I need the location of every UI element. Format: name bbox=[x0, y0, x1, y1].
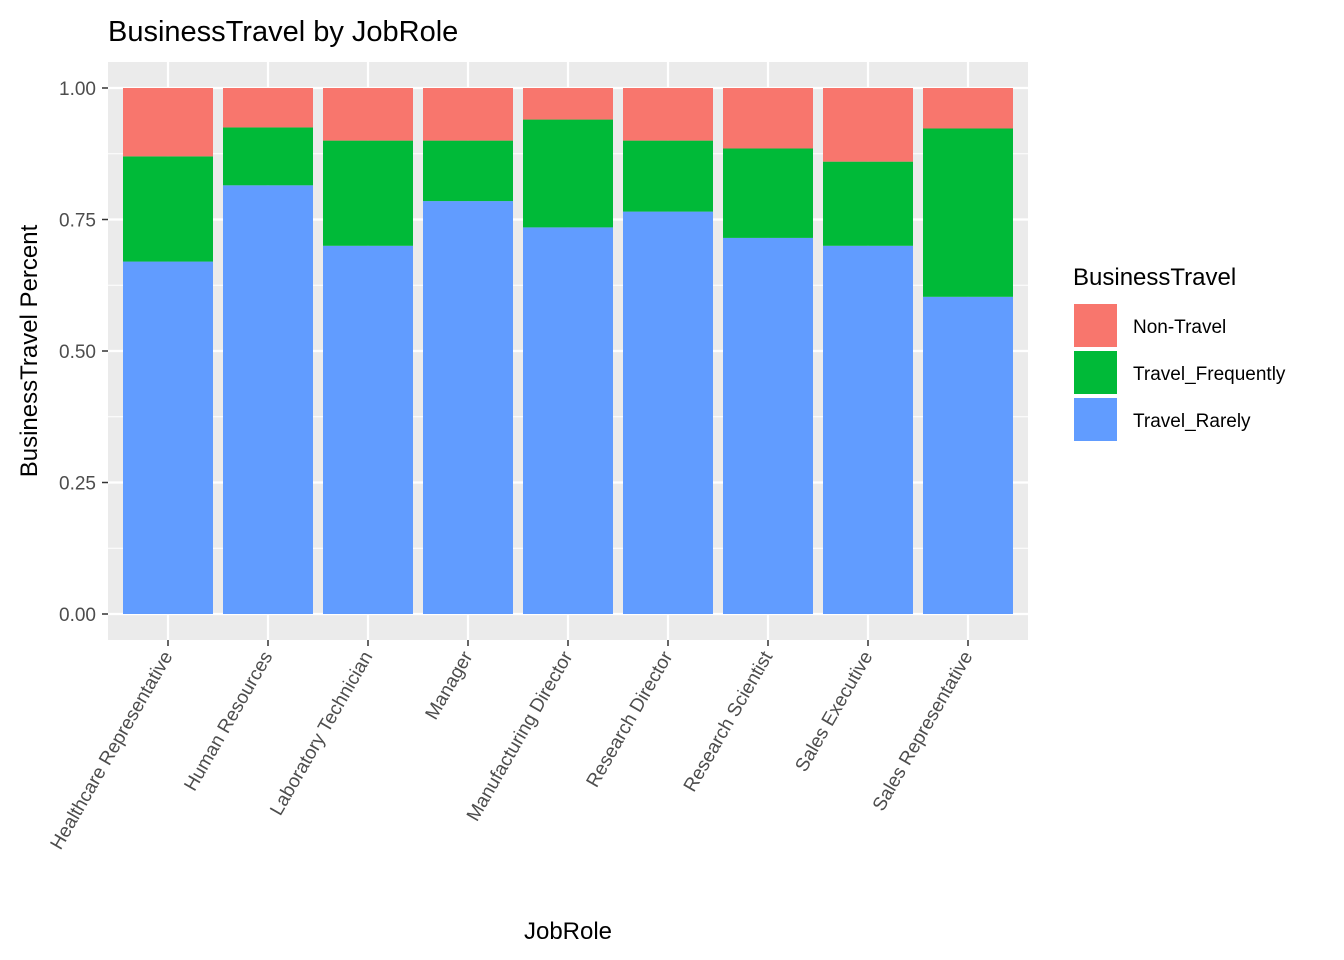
bar-segment-travel-frequently bbox=[123, 156, 213, 262]
x-tick-label: Research Scientist bbox=[680, 647, 778, 795]
y-tick-label: 0.00 bbox=[59, 605, 96, 626]
x-tick-label: Laboratory Technician bbox=[266, 648, 377, 819]
x-tick-label: Healthcare Representative bbox=[47, 648, 178, 853]
bar-segment-travel-rarely bbox=[323, 245, 413, 615]
legend-swatch bbox=[1074, 351, 1117, 394]
bar-segment-non-travel bbox=[223, 88, 313, 128]
legend-label: Non-Travel bbox=[1133, 317, 1226, 338]
y-axis: 0.00 0.25 0.50 0.75 1.00 bbox=[59, 79, 108, 626]
y-tick-label: 0.75 bbox=[59, 211, 96, 232]
bar-segment-non-travel bbox=[423, 88, 513, 141]
y-tick-label: 1.00 bbox=[59, 79, 96, 100]
x-tick-label: Human Resources bbox=[180, 648, 277, 795]
bar-segment-non-travel bbox=[923, 88, 1013, 129]
y-tick-label: 0.25 bbox=[59, 474, 96, 495]
chart-title: BusinessTravel by JobRole bbox=[108, 16, 458, 48]
bar-segment-non-travel bbox=[123, 88, 213, 157]
bar-segment-non-travel bbox=[623, 88, 713, 141]
bar-segment-travel-frequently bbox=[323, 140, 413, 246]
bar-segment-travel-frequently bbox=[423, 140, 513, 202]
bar-segment-travel-rarely bbox=[523, 227, 613, 614]
bar-segment-travel-rarely bbox=[423, 201, 513, 614]
x-tick-label: Manufacturing Director bbox=[463, 647, 578, 825]
x-tick-label: Research Director bbox=[583, 647, 678, 791]
legend-swatch bbox=[1074, 398, 1117, 441]
x-tick-label: Sales Representative bbox=[869, 648, 977, 815]
bar-segment-non-travel bbox=[723, 88, 813, 149]
y-tick-label: 0.50 bbox=[59, 342, 96, 363]
x-axis: Healthcare Representative Human Resources… bbox=[47, 640, 977, 853]
bar-segment-travel-frequently bbox=[823, 161, 913, 246]
bar-segment-non-travel bbox=[323, 88, 413, 141]
bar-segment-travel-rarely bbox=[123, 261, 213, 614]
bar-segment-travel-rarely bbox=[223, 185, 313, 614]
bar-segment-travel-rarely bbox=[823, 245, 913, 615]
legend-title: BusinessTravel bbox=[1073, 264, 1236, 291]
bar-segment-travel-rarely bbox=[923, 296, 1013, 614]
bar-segment-travel-frequently bbox=[223, 127, 313, 186]
legend-label: Travel_Rarely bbox=[1133, 411, 1251, 432]
bar-segment-non-travel bbox=[523, 88, 613, 120]
x-axis-title: JobRole bbox=[524, 918, 612, 945]
bar-segment-travel-rarely bbox=[623, 211, 713, 615]
bar-segment-non-travel bbox=[823, 88, 913, 162]
bar-segment-travel-frequently bbox=[523, 119, 613, 228]
legend-swatch bbox=[1074, 304, 1117, 347]
bar-segment-travel-frequently bbox=[723, 148, 813, 238]
x-tick-label: Manager bbox=[422, 647, 478, 723]
bars bbox=[123, 88, 1013, 615]
x-tick-label: Sales Executive bbox=[792, 648, 878, 776]
bar-segment-travel-frequently bbox=[923, 128, 1013, 297]
legend-label: Travel_Frequently bbox=[1133, 364, 1286, 385]
legend: BusinessTravel Non-Travel Travel_Frequent… bbox=[1073, 264, 1286, 441]
bar-segment-travel-frequently bbox=[623, 140, 713, 212]
bar-segment-travel-rarely bbox=[723, 237, 813, 614]
y-axis-title: BusinessTravel Percent bbox=[16, 224, 43, 477]
